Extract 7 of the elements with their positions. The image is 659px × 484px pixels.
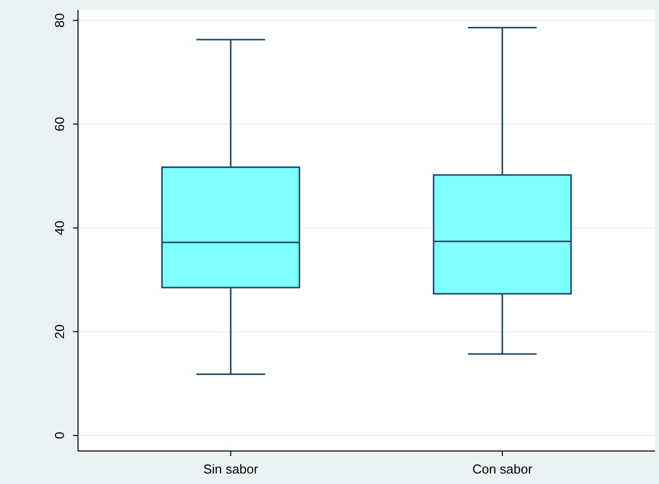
x-tick-label: Con sabor (472, 461, 533, 476)
y-tick-label: 80 (52, 13, 67, 28)
y-tick-label: 60 (52, 116, 67, 132)
y-tick-label: 40 (52, 220, 67, 236)
x-tick-label: Sin sabor (203, 461, 259, 476)
y-tick-label: 0 (52, 432, 67, 440)
y-tick-label: 20 (52, 324, 67, 339)
